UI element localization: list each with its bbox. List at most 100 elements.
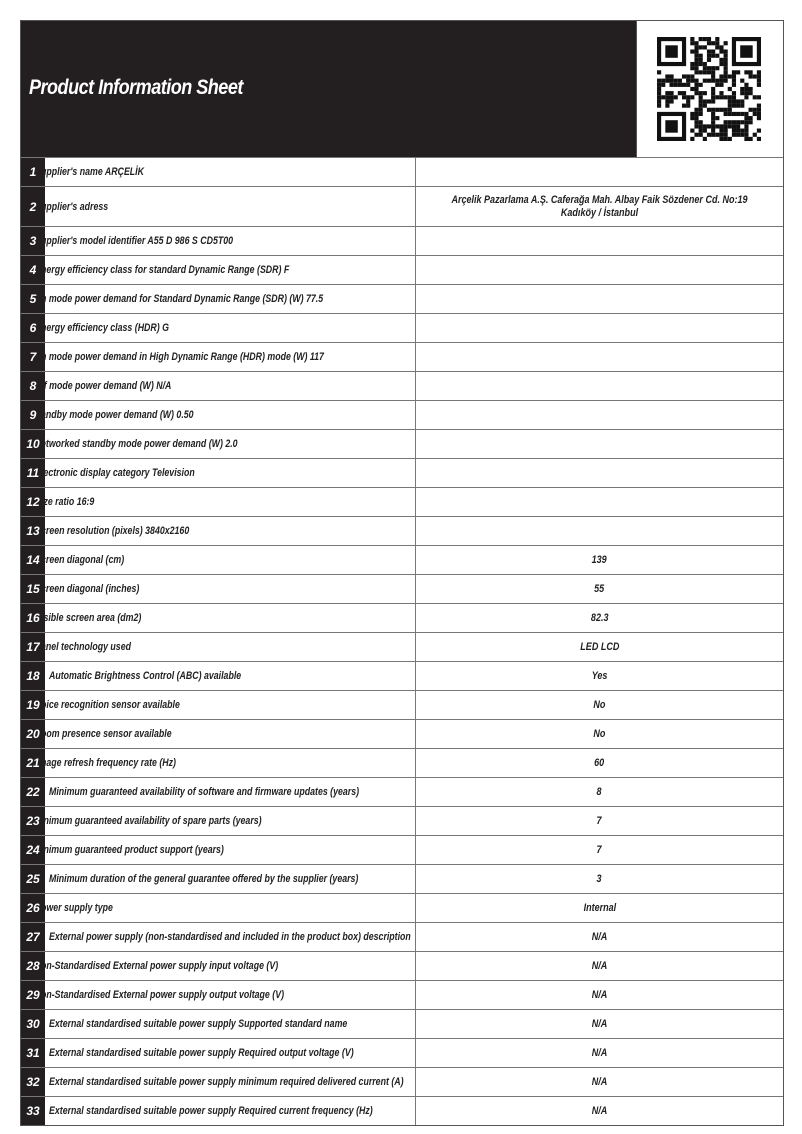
- row-value-text: 3: [596, 872, 603, 885]
- row-label: nage refresh frequency rate (Hz): [45, 749, 416, 777]
- row-label-text: n mode power demand in High Dynamic Rang…: [45, 351, 324, 363]
- row-value: N/A: [416, 1097, 783, 1125]
- table-row: 26 ower supply type Internal: [21, 893, 783, 922]
- row-label-text: creen resolution (pixels) 3840x2160: [45, 525, 190, 537]
- row-value-text: 139: [591, 553, 608, 566]
- row-value: [416, 459, 783, 487]
- table-row: 7 n mode power demand in High Dynamic Ra…: [21, 342, 783, 371]
- table-row: 33 External standardised suitable power …: [21, 1096, 783, 1125]
- row-value: [416, 488, 783, 516]
- row-value-text: N/A: [591, 959, 608, 972]
- row-number: 13: [21, 517, 45, 545]
- row-label: Minimum guaranteed availability of softw…: [45, 778, 416, 806]
- row-value: N/A: [416, 1068, 783, 1096]
- row-value: Yes: [416, 662, 783, 690]
- table-row: 17 anel technology used LED LCD: [21, 632, 783, 661]
- row-label: lectronic display category Television: [45, 459, 416, 487]
- table-row: 22 Minimum guaranteed availability of so…: [21, 777, 783, 806]
- row-label: nergy efficiency class for standard Dyna…: [45, 256, 416, 284]
- row-number: 23: [21, 807, 45, 835]
- row-value-text: 8: [596, 785, 603, 798]
- row-label-text: Automatic Brightness Control (ABC) avail…: [49, 670, 242, 682]
- row-label-text: nergy efficiency class (HDR) G: [45, 322, 169, 334]
- row-number: 12: [21, 488, 45, 516]
- row-label-text: ower supply type: [45, 902, 113, 914]
- row-label: n mode power demand in High Dynamic Rang…: [45, 343, 416, 371]
- row-label: oom presence sensor available: [45, 720, 416, 748]
- table-row: 19 oice recognition sensor available No: [21, 690, 783, 719]
- table-row: 27 External power supply (non-standardis…: [21, 922, 783, 951]
- row-label-text: creen diagonal (cm): [45, 554, 125, 566]
- table-row: 5 n mode power demand for Standard Dynam…: [21, 284, 783, 313]
- product-information-sheet: Product Information Sheet 1 upplier's na…: [20, 20, 784, 1126]
- row-number: 1: [21, 158, 45, 186]
- row-value: [416, 372, 783, 400]
- row-number: 17: [21, 633, 45, 661]
- row-value: [416, 158, 783, 186]
- row-label: nergy efficiency class (HDR) G: [45, 314, 416, 342]
- row-label-text: inimum guaranteed availability of spare …: [45, 815, 262, 827]
- row-value-text: N/A: [591, 1104, 608, 1117]
- row-value: N/A: [416, 952, 783, 980]
- row-label: andby mode power demand (W) 0.50: [45, 401, 416, 429]
- row-label: upplier's adress: [45, 187, 416, 226]
- row-number: 5: [21, 285, 45, 313]
- table-row: 2 upplier's adress Arçelik Pazarlama A.Ş…: [21, 186, 783, 226]
- row-label: inimum guaranteed availability of spare …: [45, 807, 416, 835]
- row-label-text: External standardised suitable power sup…: [49, 1076, 404, 1088]
- table-row: 29 on-Standardised External power supply…: [21, 980, 783, 1009]
- info-table: 1 upplier's name ARÇELİK 2 upplier's adr…: [21, 157, 783, 1125]
- row-number: 30: [21, 1010, 45, 1038]
- row-label: Automatic Brightness Control (ABC) avail…: [45, 662, 416, 690]
- row-value: 82.3: [416, 604, 783, 632]
- row-value: LED LCD: [416, 633, 783, 661]
- row-number: 20: [21, 720, 45, 748]
- row-label-text: anel technology used: [45, 641, 131, 653]
- row-label: isible screen area (dm2): [45, 604, 416, 632]
- row-label: on-Standardised External power supply ou…: [45, 981, 416, 1009]
- row-label-text: n mode power demand for Standard Dynamic…: [45, 293, 324, 305]
- row-label-text: upplier's adress: [45, 200, 109, 213]
- row-label: External standardised suitable power sup…: [45, 1010, 416, 1038]
- row-number: 27: [21, 923, 45, 951]
- row-value-text: No: [593, 698, 606, 711]
- table-row: 3 upplier's model identifier A55 D 986 S…: [21, 226, 783, 255]
- row-label: on-Standardised External power supply in…: [45, 952, 416, 980]
- row-number: 11: [21, 459, 45, 487]
- row-value: Arçelik Pazarlama A.Ş. Caferağa Mah. Alb…: [416, 187, 783, 226]
- row-value-text: 7: [596, 843, 603, 856]
- row-label: upplier's name ARÇELİK: [45, 158, 416, 186]
- row-number: 24: [21, 836, 45, 864]
- row-value: N/A: [416, 981, 783, 1009]
- row-label-text: External standardised suitable power sup…: [49, 1047, 354, 1059]
- table-row: 13 creen resolution (pixels) 3840x2160: [21, 516, 783, 545]
- table-row: 14 creen diagonal (cm) 139: [21, 545, 783, 574]
- row-value-text: 60: [594, 756, 605, 769]
- row-label: External standardised suitable power sup…: [45, 1097, 416, 1125]
- row-label-text: upplier's model identifier A55 D 986 S C…: [45, 235, 234, 247]
- row-label-text: lectronic display category Television: [45, 467, 195, 479]
- row-value-text: Yes: [591, 669, 608, 682]
- table-row: 30 External standardised suitable power …: [21, 1009, 783, 1038]
- row-label: Minimum duration of the general guarante…: [45, 865, 416, 893]
- row-value: N/A: [416, 1010, 783, 1038]
- row-value-text: N/A: [591, 1046, 608, 1059]
- row-value-text: 82.3: [590, 611, 609, 624]
- row-label-text: isible screen area (dm2): [45, 612, 142, 624]
- row-number: 7: [21, 343, 45, 371]
- sheet-header: Product Information Sheet: [21, 21, 783, 157]
- table-row: 8 ff mode power demand (W) N/A: [21, 371, 783, 400]
- row-value-text: LED LCD: [579, 640, 620, 653]
- row-number: 22: [21, 778, 45, 806]
- row-value-text: N/A: [591, 1075, 608, 1088]
- row-number: 10: [21, 430, 45, 458]
- row-value: [416, 285, 783, 313]
- row-label: External standardised suitable power sup…: [45, 1068, 416, 1096]
- row-value: [416, 227, 783, 255]
- qr-code: [636, 21, 783, 157]
- row-label: anel technology used: [45, 633, 416, 661]
- table-row: 18 Automatic Brightness Control (ABC) av…: [21, 661, 783, 690]
- row-number: 18: [21, 662, 45, 690]
- row-label: External standardised suitable power sup…: [45, 1039, 416, 1067]
- row-value: 139: [416, 546, 783, 574]
